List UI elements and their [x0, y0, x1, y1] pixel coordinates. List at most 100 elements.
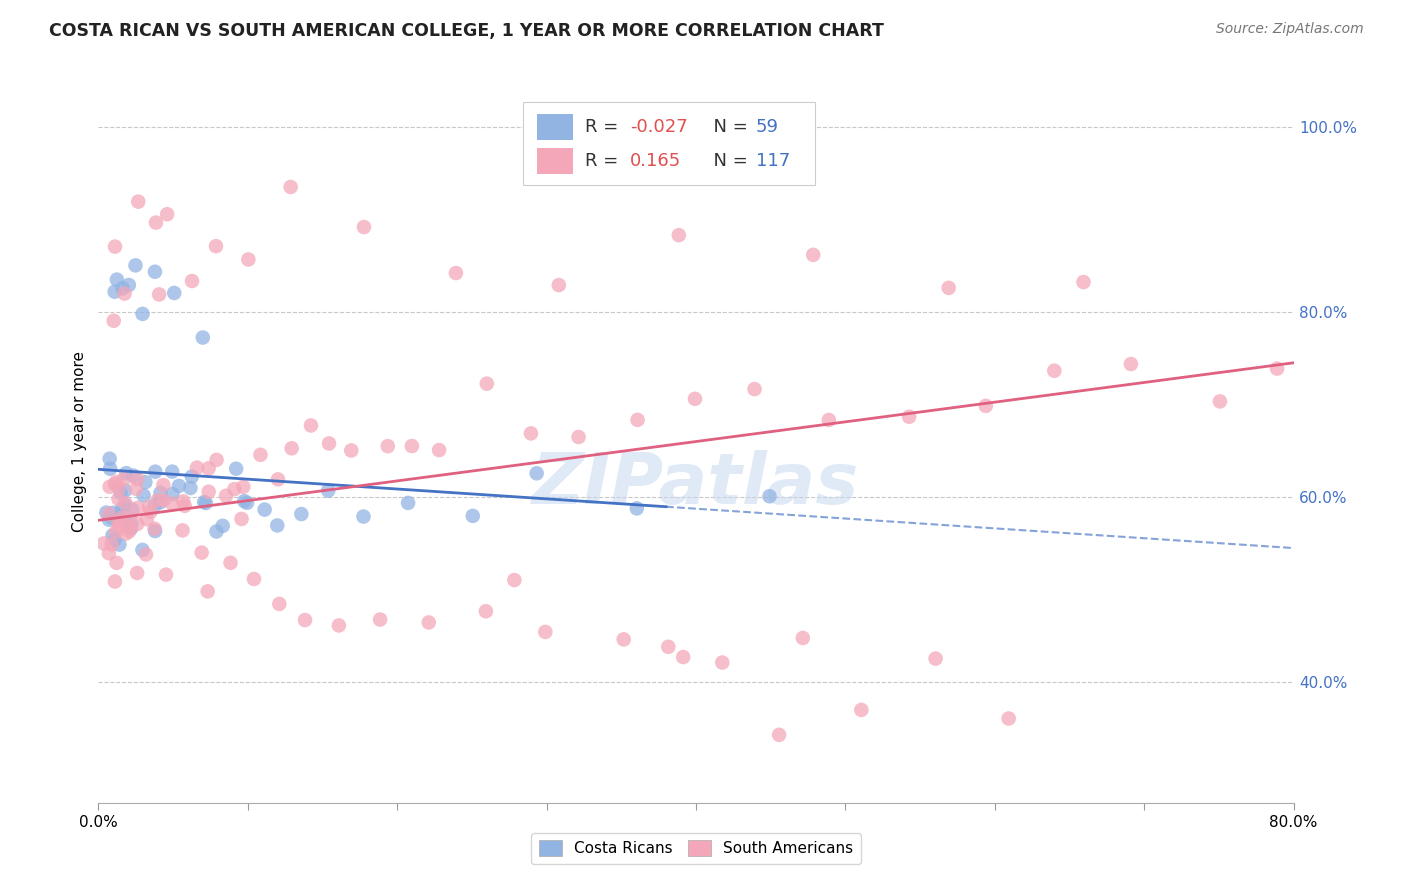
Point — [427, 443, 450, 458]
Point — [108, 508, 131, 522]
Point — [792, 631, 814, 645]
Point — [197, 584, 219, 599]
Point — [1265, 361, 1288, 376]
Point — [104, 477, 127, 491]
Point — [396, 496, 419, 510]
Point — [97, 513, 120, 527]
Point — [104, 574, 127, 589]
Point — [186, 460, 208, 475]
Point — [233, 494, 256, 508]
Text: 0.165: 0.165 — [630, 153, 682, 170]
Point — [568, 430, 591, 444]
Point — [340, 443, 363, 458]
Point — [121, 502, 143, 516]
Point — [121, 516, 143, 531]
Point — [100, 510, 122, 524]
Point — [124, 258, 146, 272]
Point — [115, 526, 138, 541]
Point — [120, 521, 142, 535]
Point — [160, 465, 183, 479]
Point — [997, 711, 1019, 725]
Point — [225, 461, 247, 475]
Point — [851, 703, 873, 717]
Point — [194, 496, 217, 510]
Point — [103, 314, 125, 328]
Point — [152, 478, 174, 492]
Point — [162, 487, 184, 501]
Point — [143, 522, 166, 536]
Point — [768, 728, 790, 742]
Point — [197, 461, 219, 475]
Point — [534, 624, 557, 639]
Point — [122, 468, 145, 483]
Point — [503, 573, 526, 587]
Point — [127, 566, 149, 580]
Point — [924, 651, 946, 665]
Text: R =: R = — [585, 153, 624, 170]
Point — [143, 265, 166, 279]
Point — [125, 482, 148, 496]
Point — [613, 632, 636, 647]
Point — [547, 278, 569, 293]
Point — [108, 481, 131, 495]
Point — [328, 618, 350, 632]
Point — [98, 451, 121, 466]
Point — [104, 285, 127, 299]
Y-axis label: College, 1 year or more: College, 1 year or more — [72, 351, 87, 532]
Point — [243, 572, 266, 586]
Point — [377, 439, 399, 453]
Point — [744, 382, 766, 396]
Point — [162, 497, 184, 511]
Text: N =: N = — [702, 153, 754, 170]
Point — [898, 409, 921, 424]
Point — [149, 486, 172, 500]
Point — [114, 496, 136, 510]
Point — [96, 506, 118, 520]
Point — [101, 528, 124, 542]
Point — [249, 448, 271, 462]
Text: Source: ZipAtlas.com: Source: ZipAtlas.com — [1216, 22, 1364, 37]
Point — [236, 496, 259, 510]
Point — [104, 533, 127, 547]
Point — [1043, 364, 1066, 378]
Point — [111, 510, 134, 524]
Point — [107, 515, 129, 529]
Point — [98, 480, 121, 494]
Point — [134, 475, 156, 490]
Point — [138, 500, 160, 514]
Text: COSTA RICAN VS SOUTH AMERICAN COLLEGE, 1 YEAR OR MORE CORRELATION CHART: COSTA RICAN VS SOUTH AMERICAN COLLEGE, 1… — [49, 22, 884, 40]
Point — [108, 538, 131, 552]
Point — [461, 508, 484, 523]
Point — [115, 466, 138, 480]
Text: R =: R = — [585, 118, 624, 136]
Point — [97, 546, 120, 560]
Point — [172, 494, 194, 508]
Point — [114, 286, 136, 301]
Point — [269, 597, 291, 611]
Point — [146, 493, 169, 508]
Point — [143, 498, 166, 512]
Legend: Costa Ricans, South Americans: Costa Ricans, South Americans — [531, 832, 860, 863]
Point — [626, 413, 648, 427]
Point — [118, 277, 141, 292]
Point — [672, 650, 695, 665]
Point — [93, 536, 115, 550]
Point — [418, 615, 440, 630]
Point — [938, 281, 960, 295]
Point — [253, 502, 276, 516]
Point — [401, 439, 423, 453]
Point — [294, 613, 316, 627]
Point — [127, 500, 149, 515]
Point — [127, 194, 149, 209]
Point — [353, 509, 375, 524]
Point — [266, 518, 288, 533]
Point — [197, 484, 219, 499]
Point — [817, 413, 839, 427]
Point — [139, 505, 162, 519]
Point — [143, 465, 166, 479]
Point — [114, 472, 136, 486]
FancyBboxPatch shape — [523, 102, 815, 185]
Point — [118, 524, 141, 539]
Point — [267, 472, 290, 486]
Point — [211, 519, 233, 533]
